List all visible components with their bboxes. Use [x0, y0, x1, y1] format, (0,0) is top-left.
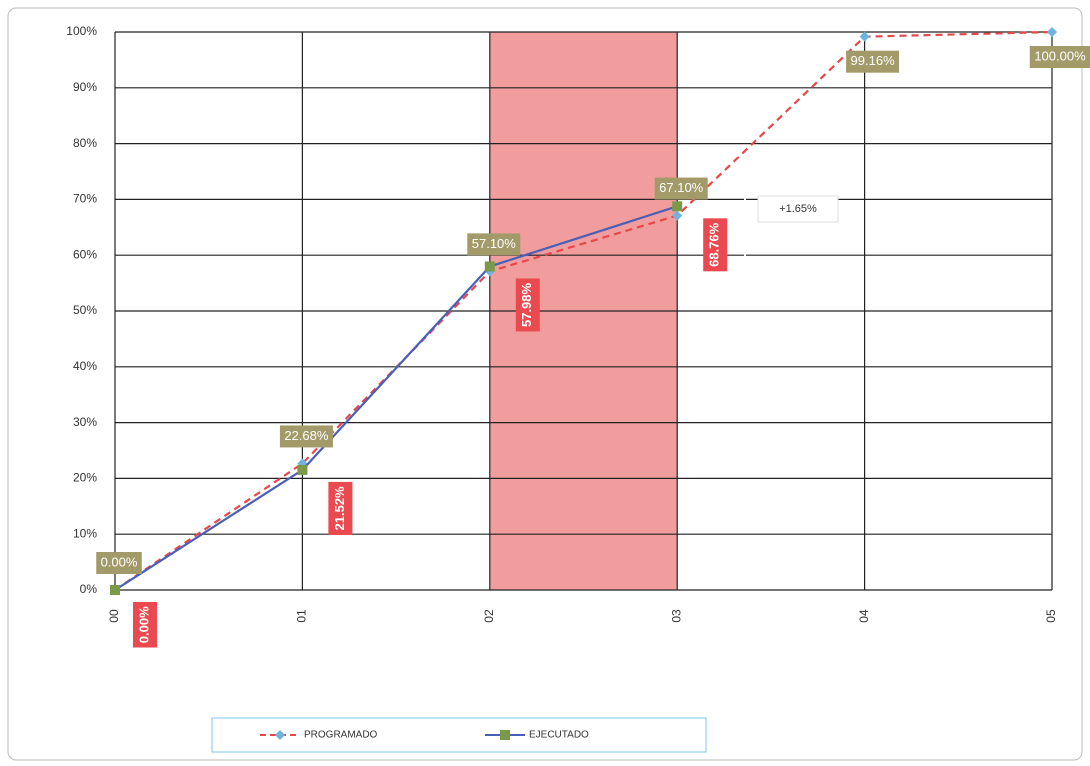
x-tick-label: 00: [107, 609, 121, 623]
y-tick-label: 40%: [73, 359, 97, 373]
y-tick-label: 50%: [73, 303, 97, 317]
value-label-group: 0.00%: [133, 602, 157, 648]
value-label: 68.76%: [707, 222, 722, 267]
legend-marker: [500, 730, 510, 740]
value-label: 0.00%: [136, 606, 151, 643]
y-tick-label: 90%: [73, 80, 97, 94]
x-tick-label: 01: [295, 609, 309, 623]
value-label: 0.00%: [101, 554, 138, 569]
legend-box: [211, 717, 707, 753]
value-label-box: [654, 177, 708, 200]
value-label-box: [703, 218, 728, 272]
y-tick-label: 60%: [73, 247, 97, 261]
x-tick-label: 04: [857, 609, 871, 623]
annotation: +1.65%: [779, 203, 817, 215]
value-label-box: [1029, 46, 1090, 68]
value-label: 22.68%: [284, 428, 329, 443]
value-label: 57.10%: [472, 236, 517, 251]
value-label-group: 68.76%: [703, 218, 728, 272]
value-label-box: [96, 552, 142, 574]
marker: [297, 464, 308, 475]
marker: [1047, 27, 1057, 37]
value-label: 57.98%: [519, 282, 534, 327]
marker: [859, 31, 870, 42]
value-label-group: 57.98%: [515, 278, 540, 332]
value-label-box: [515, 278, 540, 332]
legend-marker: [275, 730, 285, 740]
legend-label: EJECUTADO: [529, 730, 589, 741]
value-label: 67.10%: [659, 180, 704, 195]
marker: [110, 585, 120, 595]
value-label-box: [846, 50, 900, 73]
y-tick-label: 30%: [73, 415, 97, 429]
marker: [672, 201, 683, 212]
y-tick-label: 20%: [73, 471, 97, 485]
value-label-box: [133, 602, 157, 648]
value-label-box: [467, 233, 521, 256]
x-tick-label: 03: [669, 609, 683, 623]
marker: [672, 210, 683, 221]
annotation-box: [757, 195, 839, 223]
y-tick-label: 70%: [73, 192, 97, 206]
y-tick-label: 100%: [66, 24, 97, 38]
series-line: [114, 205, 678, 591]
value-label-group: 21.52%: [328, 481, 353, 535]
x-tick-label: 02: [482, 609, 496, 623]
y-tick-label: 80%: [73, 136, 97, 150]
value-label-box: [328, 481, 353, 535]
value-label-box: [279, 425, 333, 448]
value-label: 21.52%: [332, 486, 347, 531]
x-tick-label: 05: [1044, 609, 1058, 623]
marker: [484, 261, 495, 272]
y-tick-label: 10%: [73, 526, 97, 540]
y-tick-label: 0%: [80, 582, 98, 596]
legend-label: PROGRAMADO: [304, 730, 378, 741]
value-label: 100.00%: [1034, 48, 1086, 63]
value-label: 99.16%: [851, 53, 896, 68]
series-line: [114, 30, 1053, 591]
